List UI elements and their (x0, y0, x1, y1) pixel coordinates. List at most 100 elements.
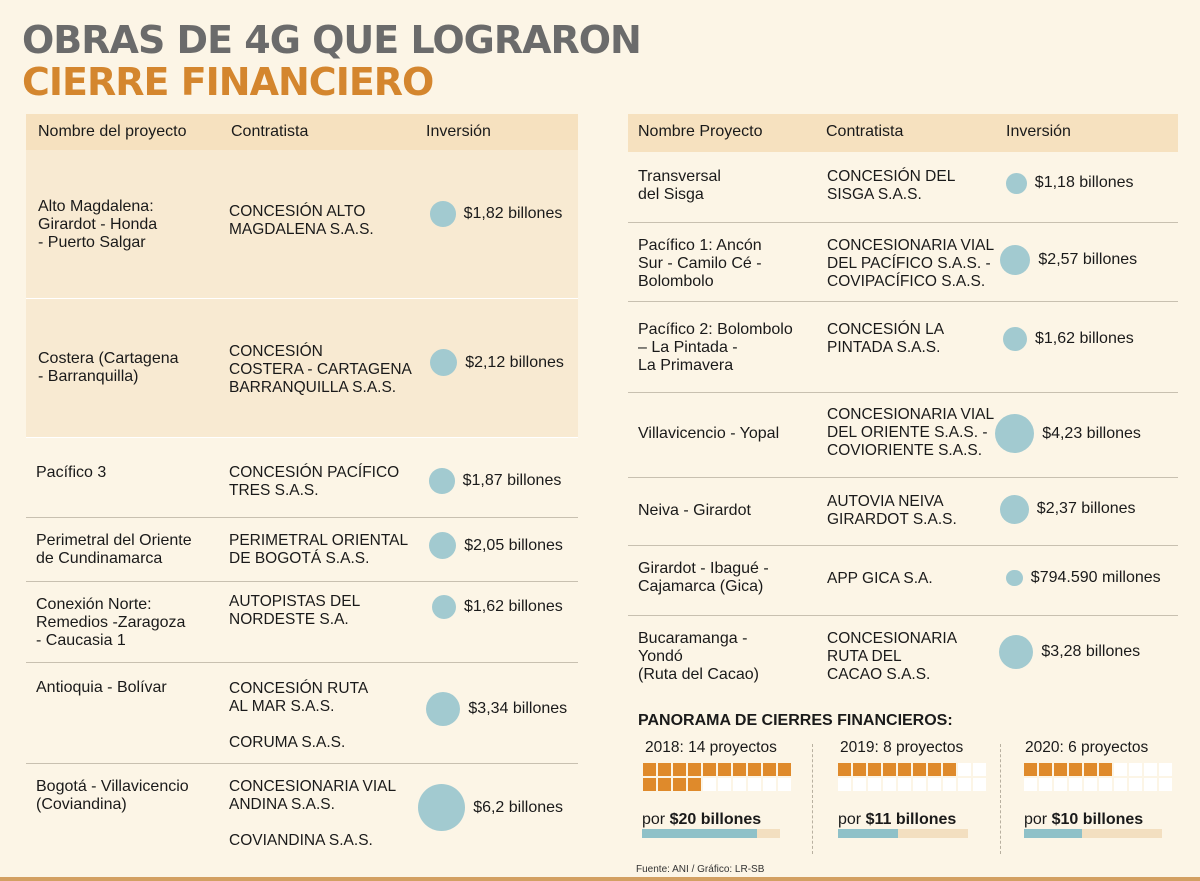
project-name: Costera (Cartagena - Barranquilla) (38, 350, 179, 385)
amount-value: $20 billones (669, 811, 762, 828)
project-square-filled (778, 763, 791, 776)
contractor: CONCESIÓN PACÍFICO TRES S.A.S. (229, 464, 400, 499)
bottom-rule (0, 877, 1200, 881)
project-square-empty (973, 763, 986, 776)
table-row: Villavicencio - Yopal CONCESIONARIA VIAL… (628, 393, 1178, 478)
project-square-empty (1069, 778, 1082, 791)
investment-value: $2,12 billones (465, 353, 564, 371)
investment-value: $1,62 billones (1035, 330, 1134, 347)
project-square-empty (868, 778, 881, 791)
investment-value: $1,62 billones (464, 598, 563, 615)
investment-bubble (432, 595, 456, 619)
project-square-filled (1039, 763, 1052, 776)
table-row: Girardot - Ibagué - Cajamarca (Gica) APP… (628, 546, 1178, 616)
investment-value: $2,37 billones (1036, 500, 1136, 518)
contractor: PERIMETRAL ORIENTAL DE BOGOTÁ S.A.S. (229, 532, 409, 567)
investment: $2,05 billones (429, 532, 563, 560)
project-name: Pacífico 3 (36, 464, 107, 481)
title-line-2: CIERRE FINANCIERO (22, 60, 434, 104)
project-square-filled (868, 763, 881, 776)
table-row: Conexión Norte: Remedios -Zaragoza - Cau… (26, 582, 578, 663)
contractor: CONCESIONARIA VIAL DEL PACÍFICO S.A.S. -… (827, 237, 995, 290)
table-row: Perimetral del Oriente de Cundinamarca P… (26, 518, 578, 582)
project-square-empty (778, 778, 791, 791)
contractor: CONCESIONARIA VIAL ANDINA S.A.S. COVIAND… (229, 778, 397, 849)
project-square-empty (1144, 778, 1157, 791)
project-square-filled (1069, 763, 1082, 776)
project-square-empty (1024, 778, 1037, 791)
investment: $1,87 billones (429, 468, 561, 494)
contractor: CONCESIÓN RUTA AL MAR S.A.S. CORUMA S.A.… (229, 680, 369, 751)
project-square-filled (838, 763, 851, 776)
project-square-filled (748, 763, 761, 776)
divider (812, 744, 813, 854)
col-header-name: Nombre del proyecto (38, 123, 187, 140)
amount-bar-2020 (1024, 829, 1162, 838)
amount-bar-fill (642, 829, 757, 838)
investment-bubble (429, 468, 455, 494)
project-name: Pacífico 1: Ancón Sur - Camilo Cé - Bolo… (638, 237, 762, 290)
project-square-empty (703, 778, 716, 791)
project-name: Transversal del Sisga (638, 168, 721, 203)
project-square-empty (958, 763, 971, 776)
contractor: CONCESIONARIA VIAL DEL ORIENTE S.A.S. - … (827, 406, 995, 459)
project-square-empty (853, 778, 866, 791)
investment: $2,37 billones (1000, 495, 1136, 524)
project-square-empty (883, 778, 896, 791)
table-row: Alto Magdalena: Girardot - Honda - Puert… (26, 150, 578, 299)
project-square-empty (1084, 778, 1097, 791)
title-line-1: OBRAS DE 4G QUE LOGRARON (22, 18, 642, 62)
project-name: Antioquia - Bolívar (36, 679, 167, 696)
investment-bubble (995, 414, 1035, 454)
project-square-filled (898, 763, 911, 776)
project-square-filled (943, 763, 956, 776)
investment-bubble (426, 692, 461, 727)
col-header-investment: Inversión (426, 123, 491, 140)
amount-bar-fill (838, 829, 898, 838)
investment: $1,82 billones (430, 201, 562, 227)
table-row: Pacífico 3 CONCESIÓN PACÍFICO TRES S.A.S… (26, 438, 578, 518)
investment: $4,23 billones (995, 414, 1141, 454)
project-square-filled (643, 778, 656, 791)
project-square-empty (1054, 778, 1067, 791)
project-square-filled (1024, 763, 1037, 776)
project-square-empty (1159, 778, 1172, 791)
investment-value: $794.590 millones (1030, 569, 1161, 586)
amount-prefix: por (838, 811, 862, 828)
project-square-empty (1039, 778, 1052, 791)
col-header-contractor: Contratista (826, 123, 904, 140)
investment-bubble (430, 349, 458, 377)
project-name: Bucaramanga - Yondó (Ruta del Cacao) (638, 630, 759, 683)
project-name: Perimetral del Oriente de Cundinamarca (36, 532, 192, 567)
year-label-2020: 2020: 6 proyectos (1025, 739, 1149, 756)
project-square-filled (763, 763, 776, 776)
investment: $3,28 billones (999, 635, 1140, 670)
projects-grid-2019 (838, 763, 986, 791)
investment: $6,2 billones (418, 784, 563, 832)
investment: $3,34 billones (426, 692, 568, 727)
project-square-filled (883, 763, 896, 776)
right-table: Nombre Proyecto Contratista Inversión Tr… (628, 114, 1178, 694)
amount-prefix: por (1024, 811, 1048, 828)
amount-value: $11 billones (865, 811, 957, 828)
amount-2019: por $11 billones (838, 811, 956, 829)
project-square-empty (748, 778, 761, 791)
investment-value: $4,23 billones (1042, 424, 1141, 442)
project-square-filled (703, 763, 716, 776)
amount-bar-2018 (642, 829, 780, 838)
contractor: CONCESIÓN DEL SISGA S.A.S. (827, 168, 956, 203)
col-header-investment: Inversión (1006, 123, 1071, 140)
project-square-empty (1144, 763, 1157, 776)
project-square-empty (838, 778, 851, 791)
project-square-empty (1129, 763, 1142, 776)
project-square-filled (673, 763, 686, 776)
project-square-empty (958, 778, 971, 791)
project-square-filled (1099, 763, 1112, 776)
projects-grid-2020 (1024, 763, 1172, 791)
investment-bubble (1000, 245, 1031, 276)
project-name: Pacífico 2: Bolombolo – La Pintada - La … (638, 321, 793, 374)
investment-value: $3,34 billones (468, 700, 568, 718)
amount-2020: por $10 billones (1024, 811, 1143, 829)
project-square-empty (1129, 778, 1142, 791)
project-square-filled (688, 778, 701, 791)
